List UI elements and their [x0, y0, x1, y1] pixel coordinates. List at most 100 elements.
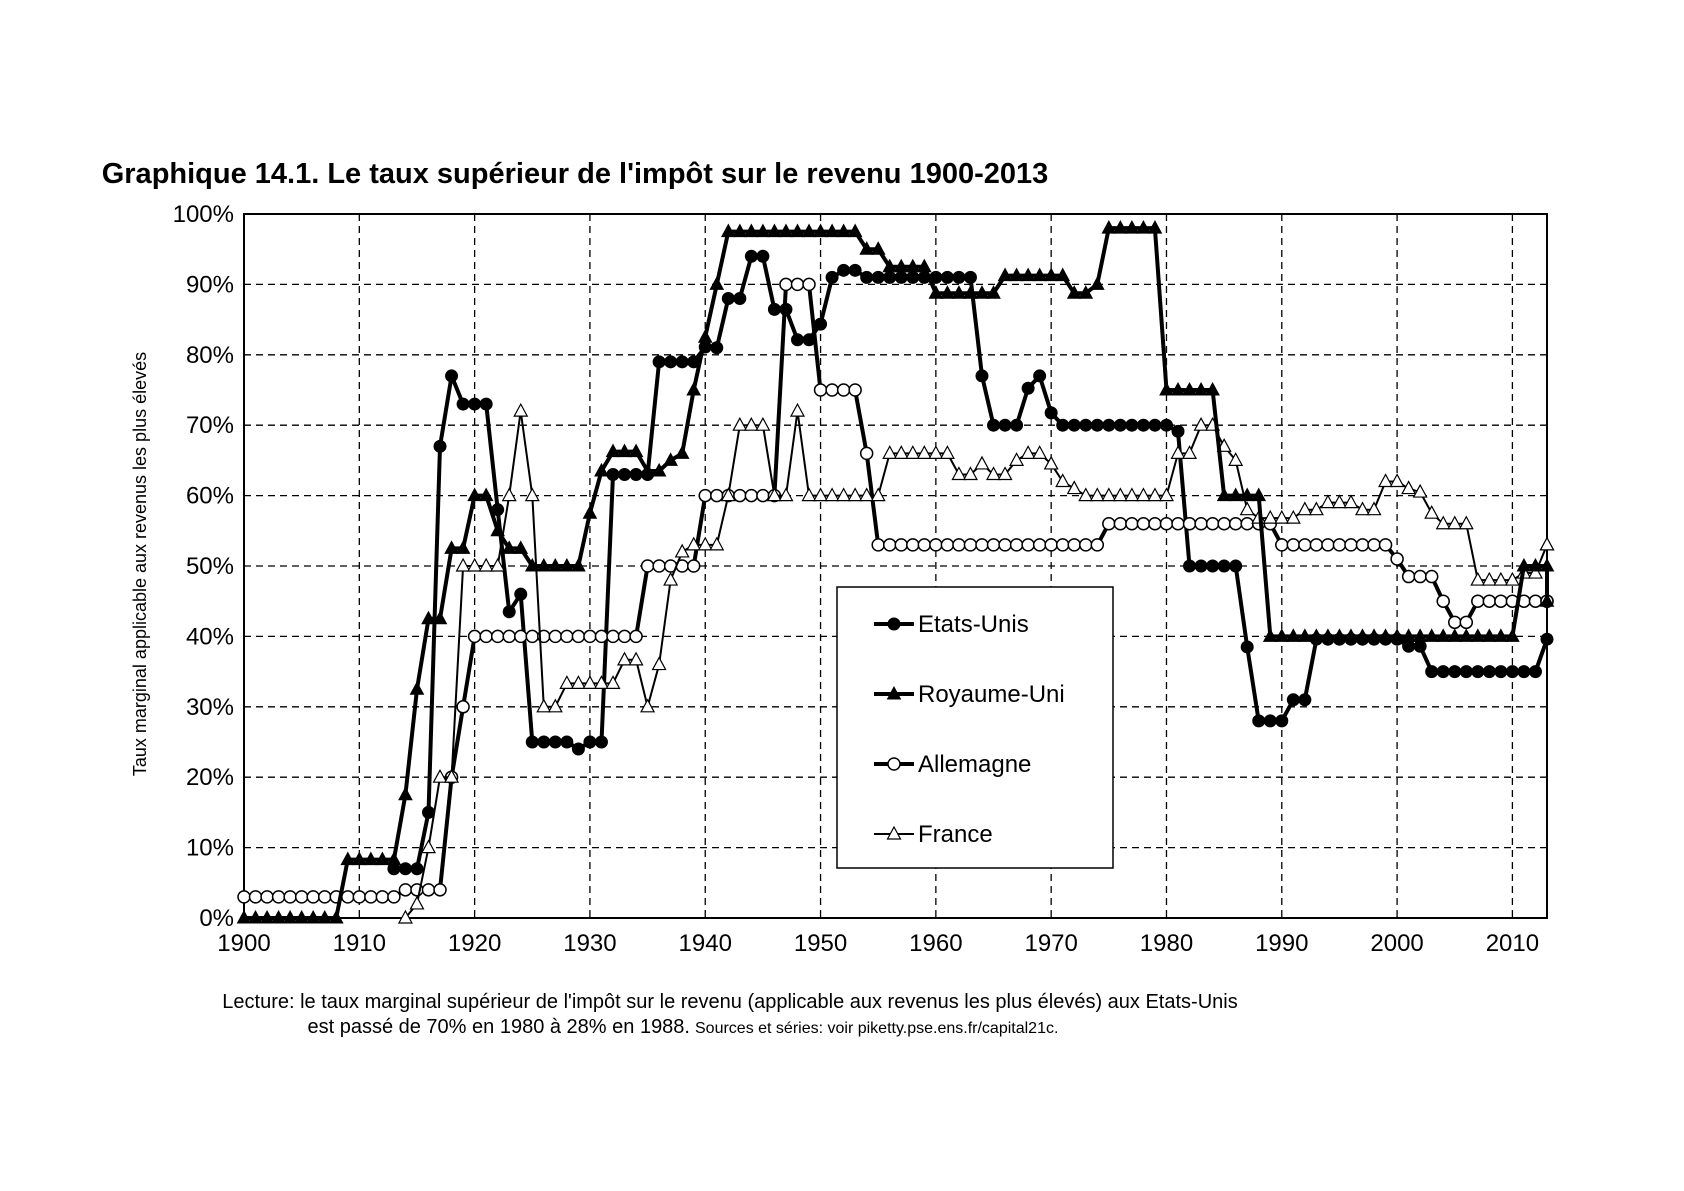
- data-point-allemagne: [986, 538, 1001, 552]
- legend: Etats-Unis Royaume-Uni Allemagne France: [836, 586, 1114, 869]
- data-point-royaume-uni: [1043, 267, 1059, 282]
- data-point-royaume-uni: [1216, 487, 1232, 502]
- data-point-etats-unis: [1033, 369, 1047, 383]
- data-point-france: [663, 571, 679, 586]
- data-point-allemagne: [1275, 538, 1289, 552]
- data-point-france: [755, 416, 771, 431]
- data-point-france: [1182, 445, 1198, 459]
- data-point-etats-unis: [825, 270, 839, 284]
- data-point-etats-unis: [1240, 640, 1254, 654]
- data-point-etats-unis: [1471, 665, 1485, 679]
- data-point-etats-unis: [883, 270, 897, 284]
- data-point-etats-unis: [1056, 418, 1070, 432]
- data-point-etats-unis: [790, 333, 804, 347]
- data-point-etats-unis: [560, 735, 574, 749]
- data-point-france: [1020, 445, 1036, 459]
- data-point-france: [905, 445, 921, 459]
- data-point-royaume-uni: [732, 223, 748, 238]
- data-point-royaume-uni: [1493, 628, 1509, 642]
- legend-marker-allemagne: [887, 757, 901, 771]
- data-point-royaume-uni: [501, 540, 517, 554]
- data-point-etats-unis: [468, 397, 482, 411]
- data-point-allemagne: [294, 890, 309, 904]
- data-point-etats-unis: [618, 467, 632, 481]
- data-point-allemagne: [433, 883, 447, 897]
- data-point-france: [997, 466, 1013, 481]
- data-point-france: [1135, 487, 1151, 502]
- data-point-france: [813, 487, 829, 502]
- data-point-allemagne: [1228, 517, 1243, 531]
- data-point-etats-unis: [1067, 418, 1081, 432]
- x-tick-label: 1970: [1024, 930, 1077, 957]
- data-point-royaume-uni: [455, 540, 471, 554]
- data-point-royaume-uni: [709, 276, 725, 290]
- data-point-allemagne: [594, 629, 609, 644]
- data-point-royaume-uni: [398, 786, 413, 801]
- data-point-etats-unis: [1448, 665, 1462, 679]
- data-point-etats-unis: [1263, 714, 1277, 728]
- data-point-allemagne: [686, 559, 701, 573]
- data-point-royaume-uni: [1205, 381, 1220, 396]
- data-point-france: [1470, 571, 1486, 586]
- y-tick-label: 0%: [199, 905, 234, 932]
- data-point-royaume-uni: [836, 223, 851, 238]
- data-point-france: [1112, 487, 1128, 502]
- y-tick-label: 60%: [186, 483, 234, 510]
- data-point-royaume-uni: [1355, 628, 1370, 642]
- data-point-france: [1297, 501, 1313, 516]
- y-tick-label: 10%: [186, 835, 234, 862]
- data-point-france: [444, 768, 460, 783]
- data-point-allemagne: [1090, 538, 1105, 552]
- data-point-royaume-uni: [1089, 276, 1105, 290]
- data-point-etats-unis: [1079, 418, 1093, 432]
- y-tick-label: 90%: [186, 271, 234, 298]
- legend-marker-royaume-uni: [886, 685, 902, 700]
- data-point-allemagne: [1055, 538, 1070, 552]
- data-point-etats-unis: [987, 418, 1001, 432]
- data-point-france: [617, 651, 633, 666]
- data-point-etats-unis: [744, 249, 758, 263]
- data-point-royaume-uni: [536, 557, 552, 572]
- data-point-royaume-uni: [513, 540, 529, 554]
- data-point-allemagne: [1148, 517, 1162, 531]
- data-point-etats-unis: [479, 397, 493, 411]
- data-point-royaume-uni: [478, 487, 494, 502]
- data-point-allemagne: [1171, 517, 1185, 531]
- data-point-etats-unis: [1540, 632, 1554, 646]
- data-point-allemagne: [802, 277, 816, 292]
- data-point-france: [605, 675, 621, 689]
- data-point-france: [432, 768, 448, 783]
- data-point-allemagne: [1021, 538, 1035, 552]
- data-point-royaume-uni: [1170, 381, 1186, 396]
- data-point-etats-unis: [1021, 381, 1035, 395]
- data-point-royaume-uni: [1320, 628, 1336, 642]
- data-point-royaume-uni: [663, 452, 678, 466]
- data-point-royaume-uni: [813, 223, 828, 238]
- data-point-royaume-uni: [1435, 628, 1451, 642]
- data-point-allemagne: [387, 890, 401, 904]
- data-point-allemagne: [940, 538, 955, 552]
- data-point-etats-unis: [860, 270, 874, 284]
- data-point-allemagne: [513, 629, 528, 644]
- data-point-etats-unis: [1275, 714, 1289, 728]
- data-point-etats-unis: [433, 439, 447, 453]
- data-point-royaume-uni: [594, 462, 609, 477]
- data-point-etats-unis: [571, 742, 585, 756]
- data-point-allemagne: [317, 890, 332, 904]
- data-point-etats-unis: [1459, 665, 1473, 679]
- data-point-france: [870, 487, 886, 502]
- data-point-royaume-uni: [1539, 593, 1555, 607]
- data-point-allemagne: [548, 629, 563, 644]
- data-point-allemagne: [848, 383, 862, 397]
- data-point-royaume-uni: [1274, 628, 1290, 642]
- data-point-allemagne: [398, 883, 413, 897]
- data-point-france: [939, 445, 955, 459]
- data-point-etats-unis: [1113, 418, 1127, 432]
- data-point-royaume-uni: [547, 557, 563, 572]
- data-point-allemagne: [952, 538, 966, 552]
- data-point-etats-unis: [1183, 559, 1197, 573]
- data-point-royaume-uni: [1101, 220, 1117, 234]
- data-point-allemagne: [629, 629, 643, 644]
- data-point-etats-unis: [998, 418, 1012, 432]
- data-point-royaume-uni: [617, 443, 632, 458]
